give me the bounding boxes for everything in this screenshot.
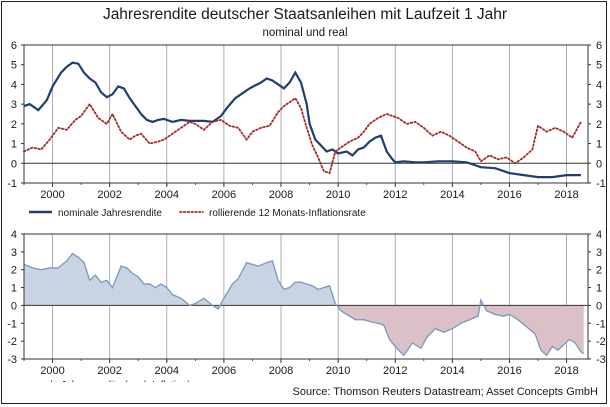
y-tick-label-right-0: 0	[596, 158, 602, 170]
legend-label-real: reale Jahresrendite (nach Inflation)	[36, 380, 191, 382]
y-tick-label-left-0: 0	[11, 158, 17, 170]
y-tick-label-right--2: -2	[596, 336, 606, 348]
real-area-positive	[24, 253, 484, 306]
plot-border	[23, 233, 589, 360]
x-tick-label-2008: 2008	[269, 365, 293, 377]
x-tick-label-2004: 2004	[155, 189, 179, 201]
y-tick-label-left-3: 3	[11, 247, 17, 259]
real-area-negative	[24, 305, 584, 356]
legend-label-nominal: nominale Jahresrendite	[58, 208, 162, 219]
y-tick-label-left-6: 6	[11, 40, 17, 52]
y-tick-label-right--1: -1	[596, 318, 606, 330]
y-tick-label-right-1: 1	[596, 139, 602, 151]
y-tick-label-left-2: 2	[11, 265, 17, 277]
y-tick-label-left--1: -1	[7, 318, 17, 330]
x-tick-label-2012: 2012	[383, 365, 407, 377]
x-tick-label-2010: 2010	[326, 365, 350, 377]
plot-border	[23, 44, 589, 184]
y-tick-label-right--1: -1	[596, 178, 606, 190]
y-tick-label-right-2: 2	[596, 119, 602, 131]
x-tick-label-2006: 2006	[212, 189, 236, 201]
y-tick-label-right-0: 0	[596, 300, 602, 312]
x-tick-label-2008: 2008	[269, 189, 293, 201]
x-tick-label-2010: 2010	[326, 189, 350, 201]
y-tick-label-left-4: 4	[11, 229, 17, 241]
y-tick-label-right-4: 4	[596, 229, 602, 241]
source-note: Source: Thomson Reuters Datastream; Asse…	[292, 386, 598, 398]
x-tick-label-2014: 2014	[440, 365, 464, 377]
y-tick-label-left-1: 1	[11, 139, 17, 151]
y-tick-label-right-1: 1	[596, 283, 602, 295]
y-tick-label-left-4: 4	[11, 79, 17, 91]
y-tick-label-left-2: 2	[11, 119, 17, 131]
y-tick-label-left-1: 1	[11, 283, 17, 295]
y-tick-label-right--3: -3	[596, 354, 606, 366]
y-tick-label-left--1: -1	[7, 178, 17, 190]
y-tick-label-right-3: 3	[596, 247, 602, 259]
x-tick-label-2018: 2018	[554, 189, 578, 201]
y-tick-label-right-6: 6	[596, 40, 602, 52]
y-tick-label-left--3: -3	[7, 354, 17, 366]
series-line-nominal	[23, 61, 581, 179]
y-tick-label-left--2: -2	[7, 336, 17, 348]
y-tick-label-right-4: 4	[596, 79, 602, 91]
x-tick-label-2016: 2016	[497, 365, 521, 377]
x-tick-label-2004: 2004	[155, 365, 179, 377]
y-tick-label-left-0: 0	[11, 300, 17, 312]
x-tick-label-2012: 2012	[383, 189, 407, 201]
y-tick-label-left-5: 5	[11, 60, 17, 72]
chart-canvas: 2000 2002 2004 2006 2008 2010 2012 2014 2016 2018…	[7, 40, 606, 382]
chart-subtitle: nominal und real	[262, 27, 348, 39]
x-tick-label-2018: 2018	[554, 365, 578, 377]
chart-title: Jahresrendite deutscher Staatsanleihen m…	[102, 6, 508, 23]
y-tick-label-left-3: 3	[11, 99, 17, 111]
x-tick-label-2000: 2000	[40, 365, 64, 377]
x-tick-label-2016: 2016	[497, 189, 521, 201]
x-tick-label-2006: 2006	[212, 365, 236, 377]
y-tick-label-right-5: 5	[596, 60, 602, 72]
y-tick-label-right-3: 3	[596, 99, 602, 111]
series-line-real	[23, 252, 585, 357]
x-tick-label-2002: 2002	[97, 189, 121, 201]
x-tick-label-2014: 2014	[440, 189, 464, 201]
x-tick-label-2000: 2000	[40, 189, 64, 201]
y-tick-label-right-2: 2	[596, 265, 602, 277]
series-line-inflation	[23, 96, 582, 175]
x-tick-label-2002: 2002	[97, 365, 121, 377]
legend-label-inflation: rollierende 12 Monats-Inflationsrate	[209, 208, 366, 219]
